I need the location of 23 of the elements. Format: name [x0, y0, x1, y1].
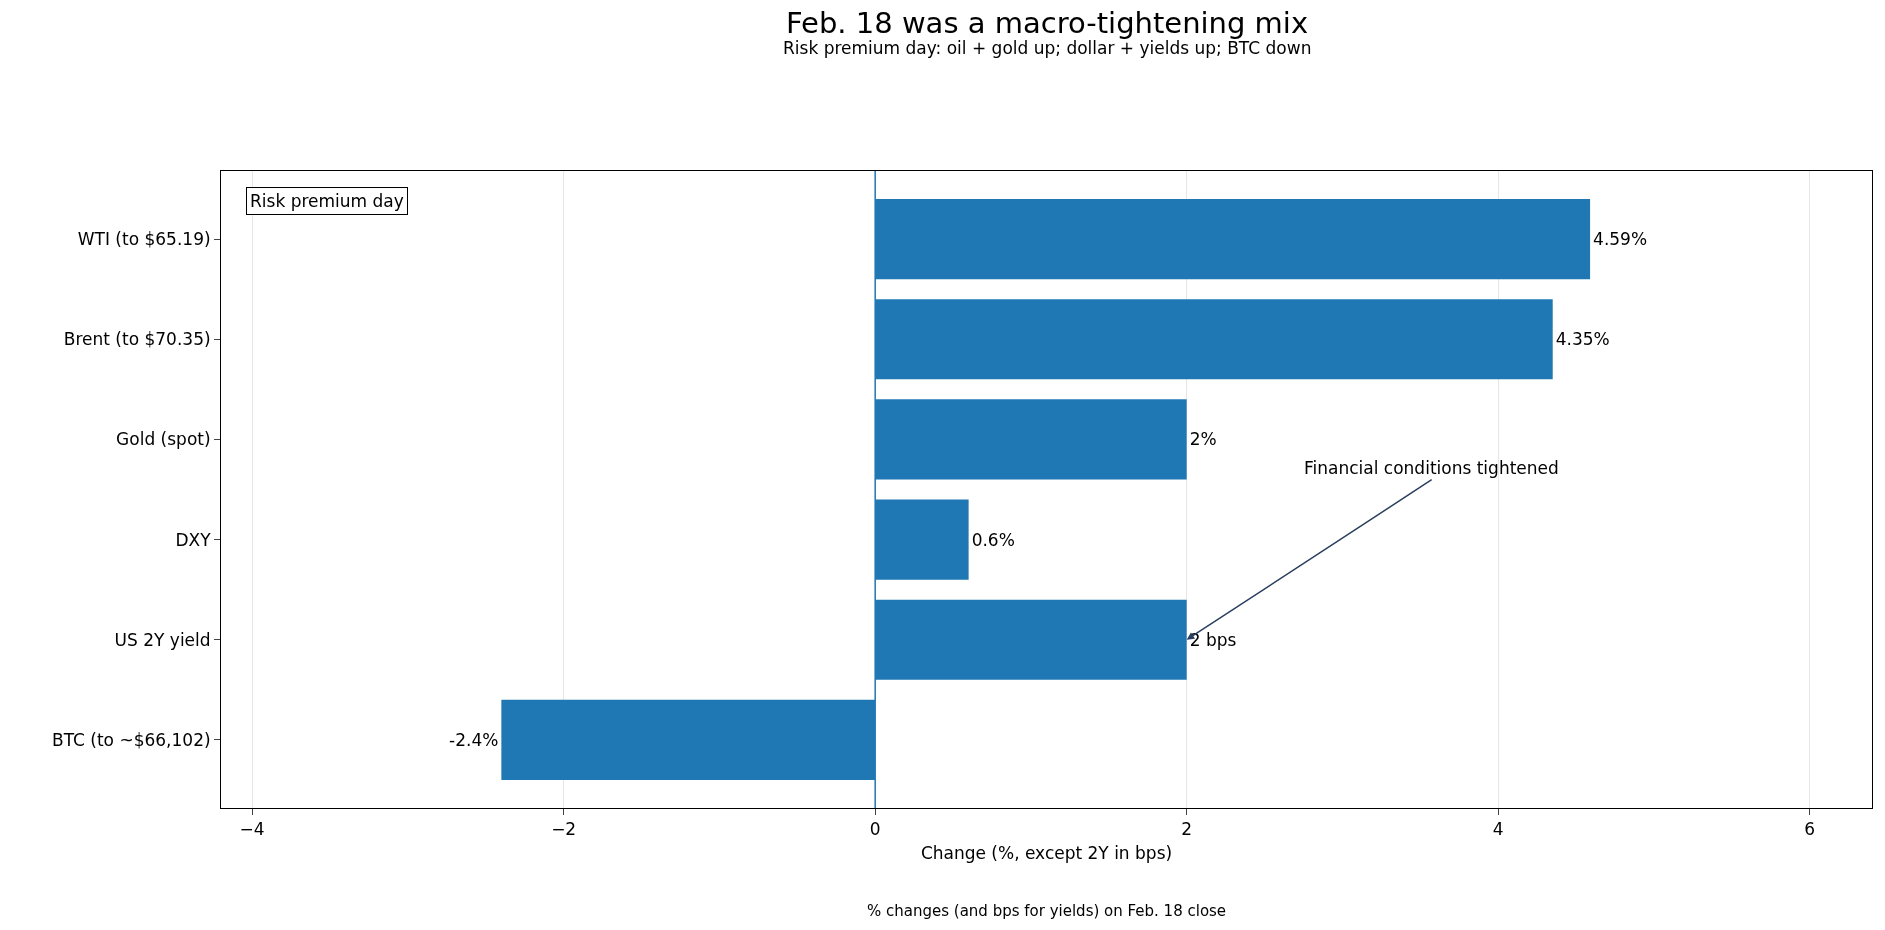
y-tick-label: BTC (to ~$66,102) [51, 729, 211, 750]
annotation: Financial conditions tightened [1304, 458, 1559, 478]
chart-subtitle: Risk premium day: oil + gold up; dollar + yields up; BTC down [783, 38, 1312, 58]
y-tick-label: US 2Y yield [114, 629, 211, 650]
data-label: 2% [1189, 429, 1217, 450]
text: % changes (and bps for yields) on Feb. 18 close [867, 902, 1227, 920]
x-tick-label: 6 [1804, 819, 1816, 840]
chart-title: Feb. 18 was a macro-tightening mix [786, 6, 1309, 40]
x-tick-label: 4 [1492, 819, 1504, 840]
y-tick-label: DXY [175, 529, 212, 550]
x-tick-label: 2 [1181, 819, 1193, 840]
x-tick-label: −2 [551, 819, 577, 840]
data-label: 0.6% [971, 529, 1015, 550]
y-tick-label: Gold (spot) [116, 429, 211, 450]
data-label: 4.35% [1555, 329, 1610, 350]
annotation: Risk premium day [250, 191, 404, 211]
x-tick-label: 0 [869, 819, 881, 840]
x-tick-label: −4 [239, 819, 265, 840]
data-label: -2.4% [449, 729, 499, 750]
data-label: 4.59% [1593, 229, 1648, 250]
y-tick-label: Brent (to $70.35) [63, 329, 211, 350]
x-axis-title: Change (%, except 2Y in bps) [920, 842, 1173, 863]
y-tick-label: WTI (to $65.19) [77, 229, 211, 250]
